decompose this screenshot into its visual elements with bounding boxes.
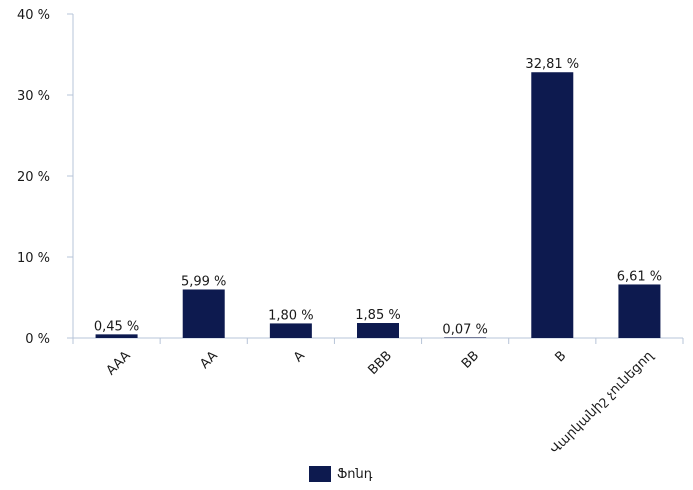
data-label: 6,61 % [617, 269, 662, 284]
data-label: 5,99 % [181, 274, 226, 289]
x-tick-label: AA [197, 348, 221, 372]
bar [618, 284, 661, 338]
x-tick-label: AAA [104, 348, 134, 378]
legend: Ֆոնդ [309, 466, 372, 482]
bar [531, 72, 574, 338]
bar [357, 323, 399, 338]
data-label: 32,81 % [525, 57, 579, 72]
legend-label: Ֆոնդ [337, 466, 373, 482]
data-label: 1,85 % [355, 308, 400, 323]
data-label: 0,07 % [442, 322, 487, 337]
y-tick-label: 10 % [17, 251, 50, 266]
bar [182, 289, 225, 338]
bar [269, 323, 312, 338]
bar [95, 334, 138, 338]
x-tick-label: BB [459, 348, 482, 371]
data-labels-group: 0,45 % 5,99 % 1,80 % 1,85 % 0,07 % 32,81 % 6,6… [94, 57, 662, 337]
y-tick-label: 20 % [17, 170, 50, 185]
data-label: 1,80 % [268, 308, 313, 323]
axes [67, 13, 684, 344]
legend-swatch [309, 466, 331, 482]
x-tick-label: A [291, 348, 308, 365]
x-tick-label: BBB [366, 348, 396, 378]
y-tick-label: 0 % [25, 332, 50, 347]
bar [444, 337, 487, 338]
x-tick-label: B [552, 348, 569, 365]
y-tick-label: 30 % [17, 89, 50, 104]
y-tick-label: 40 % [17, 8, 50, 23]
data-label: 0,45 % [94, 319, 139, 334]
bars-group [95, 72, 661, 338]
